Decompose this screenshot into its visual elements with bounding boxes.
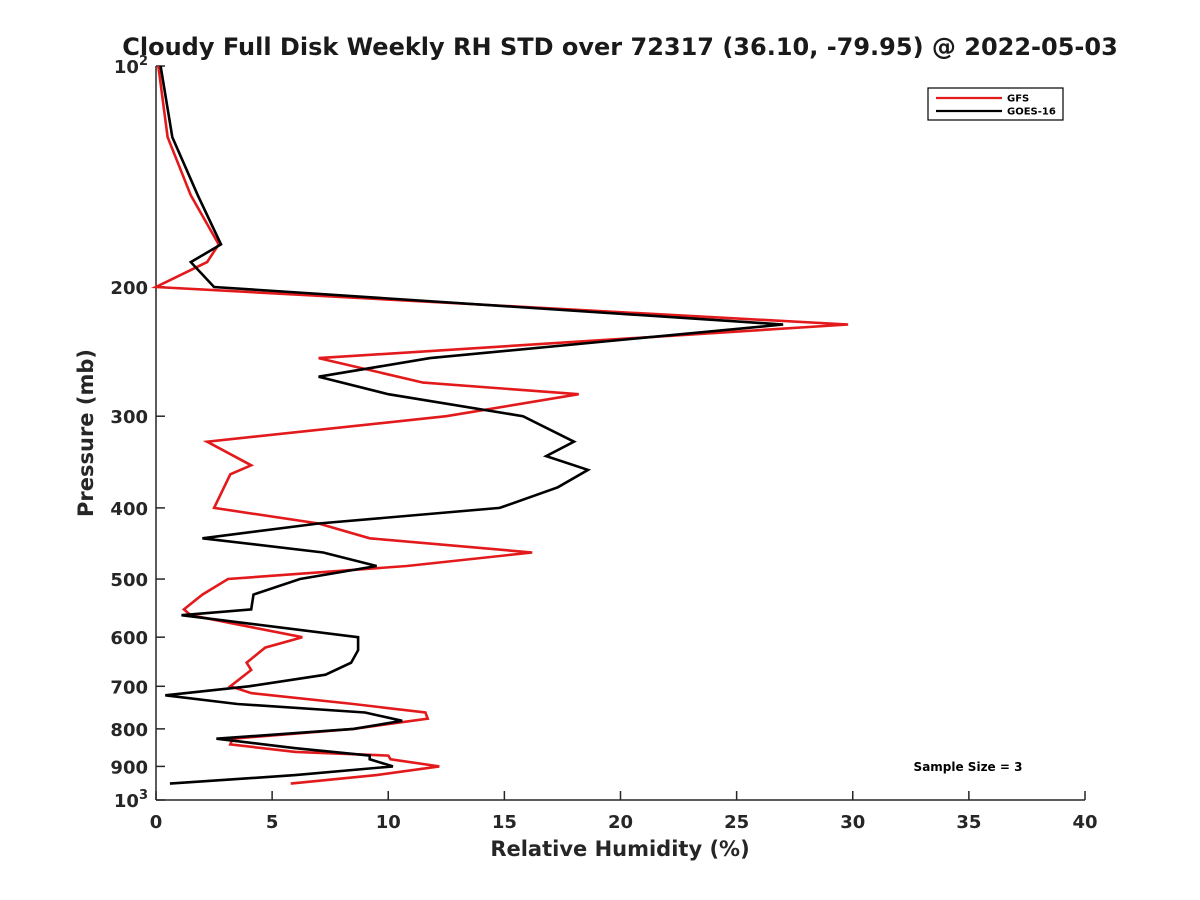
y-tick-label-exponent: 3 bbox=[139, 788, 148, 803]
y-tick-label: 400 bbox=[110, 499, 148, 520]
x-tick-label: 35 bbox=[956, 812, 981, 833]
series-layer bbox=[150, 65, 849, 785]
legend: GFS GOES-16 bbox=[927, 87, 1064, 121]
series-line-gfs bbox=[150, 65, 849, 785]
y-tick-label: 500 bbox=[110, 570, 148, 591]
y-tick-label: 103 bbox=[114, 788, 148, 812]
x-tick-label: 0 bbox=[150, 812, 163, 833]
y-tick-label: 300 bbox=[110, 407, 148, 428]
y-tick-label: 102 bbox=[114, 54, 148, 78]
legend-items: GFS GOES-16 bbox=[936, 94, 1056, 118]
series-line-goes-16 bbox=[159, 65, 784, 785]
x-tick-label: 40 bbox=[1072, 812, 1097, 833]
x-ticks: 0 5 10 15 20 25 30 35 40 bbox=[150, 791, 1098, 833]
x-tick-label: 15 bbox=[492, 812, 517, 833]
y-tick-label: 900 bbox=[110, 757, 148, 778]
y-tick-label-base: 10 bbox=[114, 791, 139, 812]
x-tick-label: 20 bbox=[608, 812, 633, 833]
legend-label: GOES-16 bbox=[1007, 107, 1056, 118]
x-axis-label: Relative Humidity (%) bbox=[490, 837, 749, 861]
sample-size-annotation: Sample Size = 3 bbox=[914, 760, 1023, 774]
x-tick-label: 25 bbox=[724, 812, 749, 833]
x-tick-label: 10 bbox=[376, 812, 401, 833]
x-tick-label: 5 bbox=[266, 812, 279, 833]
legend-box bbox=[927, 87, 1064, 121]
chart-title: Cloudy Full Disk Weekly RH STD over 7231… bbox=[122, 33, 1118, 61]
y-tick-label: 800 bbox=[110, 720, 148, 741]
y-tick-label: 600 bbox=[110, 628, 148, 649]
y-tick-label: 700 bbox=[110, 677, 148, 698]
y-tick-label: 200 bbox=[110, 278, 148, 299]
y-axis-label: Pressure (mb) bbox=[74, 349, 98, 517]
y-tick-label-base: 10 bbox=[114, 57, 139, 78]
legend-label: GFS bbox=[1007, 94, 1029, 105]
y-tick-label-exponent: 2 bbox=[139, 54, 148, 69]
x-tick-label: 30 bbox=[840, 812, 865, 833]
